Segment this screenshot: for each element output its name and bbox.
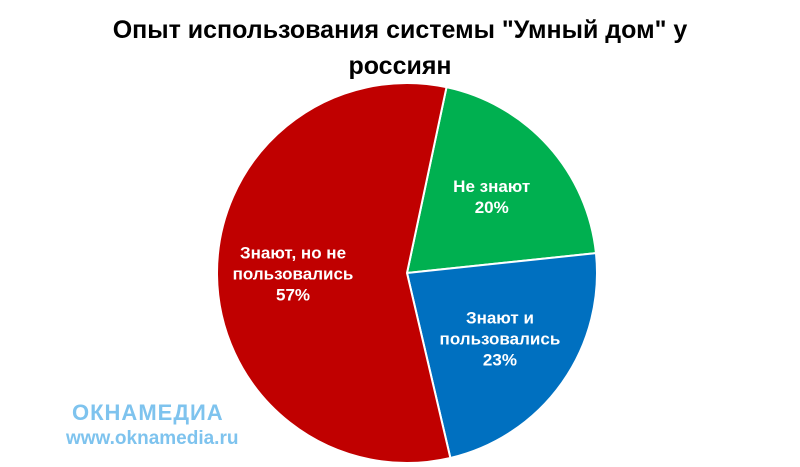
category-label: Не знают xyxy=(453,176,531,196)
value-label: 23% xyxy=(482,350,517,370)
watermark-url: www.oknamedia.ru xyxy=(66,428,239,449)
value-label: 57% xyxy=(275,285,311,305)
slice-label: Знают и пользовались 23% xyxy=(420,308,580,371)
watermark-logo: ОКНАМЕДИА xyxy=(72,400,224,425)
chart-title: Опыт использования системы "Умный дом" у… xyxy=(112,16,688,80)
category-label: Знают и пользовались xyxy=(439,308,561,349)
value-label: 20% xyxy=(474,197,509,217)
slice-label: Не знают 20% xyxy=(412,176,572,218)
category-label: Знают, но не пользовались xyxy=(232,243,354,284)
slice-label: Знают, но не пользовались 57% xyxy=(213,243,373,306)
pie-slice xyxy=(405,85,598,275)
pie-slice xyxy=(405,252,598,460)
pie-slice xyxy=(216,82,452,464)
